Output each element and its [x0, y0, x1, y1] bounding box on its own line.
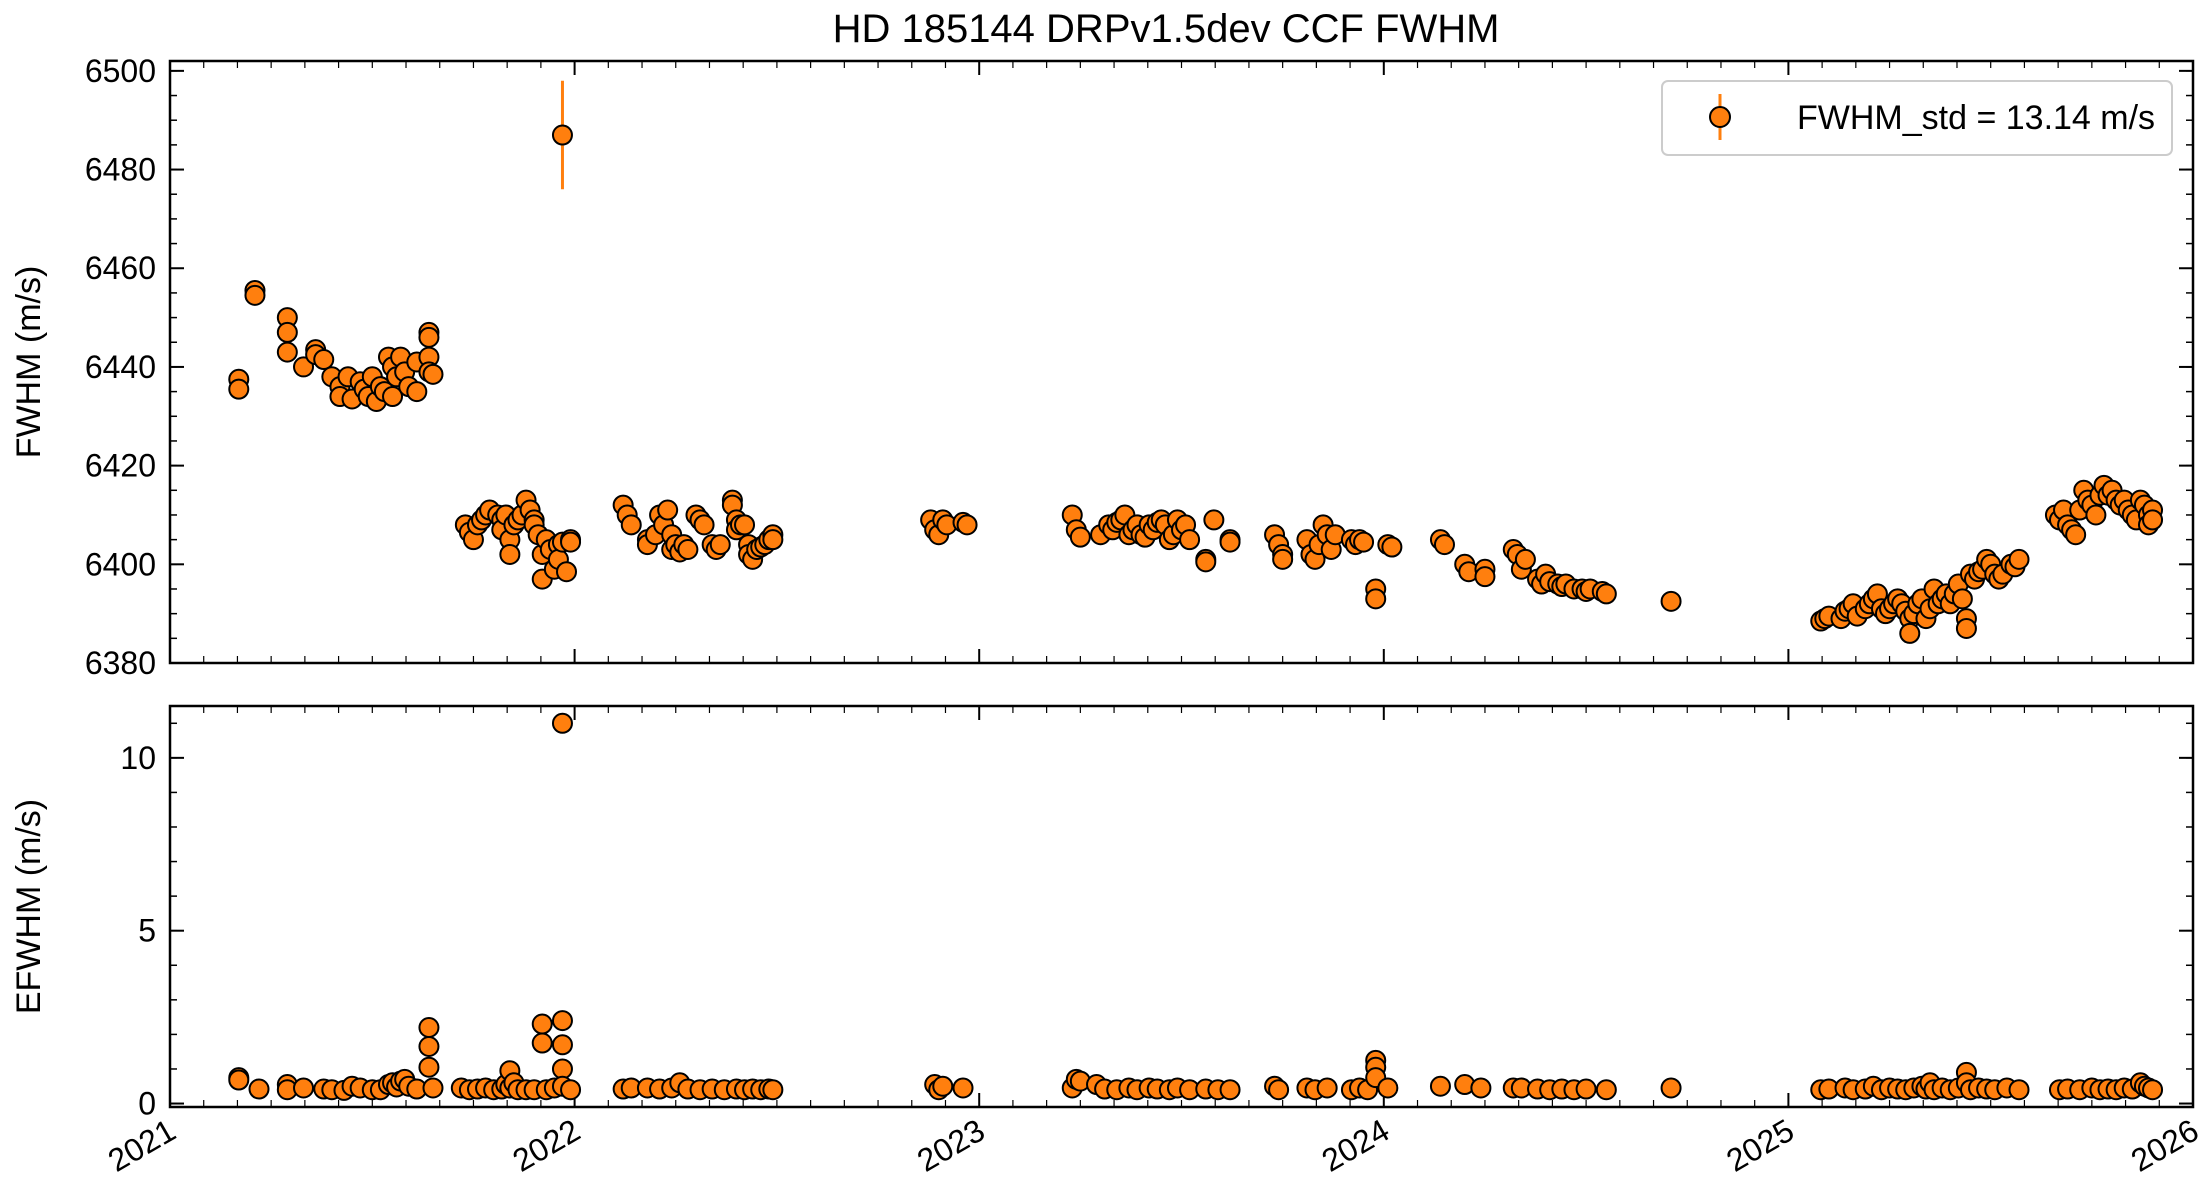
fwhm-data-point: [228, 378, 250, 400]
fwhm-data-point: [418, 326, 440, 348]
fwhm-ytick-label: 6480: [85, 152, 156, 188]
efwhm-data-point: [1377, 1077, 1399, 1099]
fwhm-data-point: [1951, 588, 1973, 610]
fwhm-data-point: [1899, 622, 1921, 644]
efwhm-data-point: [1429, 1075, 1451, 1097]
fwhm-data-point: [1433, 534, 1455, 556]
xtick-label: 2026: [2125, 1112, 2200, 1179]
xtick-label: 2023: [911, 1112, 991, 1179]
fwhm-ytick-label: 6380: [85, 645, 156, 681]
fwhm-ylabel: FWHM (m/s): [10, 266, 48, 459]
efwhm-data-point: [1660, 1077, 1682, 1099]
efwhm-data-point: [551, 1010, 573, 1032]
efwhm-data-point: [932, 1075, 954, 1097]
fwhm-data-point: [734, 514, 756, 536]
fwhm-data-point: [677, 539, 699, 561]
fwhm-data-point: [1474, 566, 1496, 588]
fwhm-data-point: [762, 529, 784, 551]
efwhm-data-point: [1316, 1077, 1338, 1099]
fwhm-data-point: [556, 561, 578, 583]
legend-label: FWHM_std = 13.14 m/s: [1797, 99, 2155, 137]
efwhm-data-point: [1470, 1077, 1492, 1099]
fwhm-ytick-label: 6400: [85, 546, 156, 582]
fwhm-data-point: [1219, 531, 1241, 553]
chart-title: HD 185144 DRPv1.5dev CCF FWHM: [833, 7, 1500, 51]
legend-marker: [1709, 106, 1731, 128]
fwhm-data-point: [382, 386, 404, 408]
efwhm-data-point: [762, 1079, 784, 1101]
efwhm-data-point: [560, 1079, 582, 1101]
fwhm-data-point: [1272, 548, 1294, 570]
fwhm-data-point: [1365, 588, 1387, 610]
x-axis: 2021 2022 2023 2024 2025 2026: [102, 1112, 2200, 1179]
efwhm-data-point: [418, 1056, 440, 1078]
efwhm-plot-frame: [168, 704, 2195, 1109]
fwhm-data-point: [2142, 509, 2164, 531]
efwhm-ytick-label: 0: [138, 1086, 156, 1122]
efwhm-data-point: [1595, 1079, 1617, 1101]
fwhm-data-point: [1660, 590, 1682, 612]
xtick-label: 2024: [1316, 1112, 1396, 1179]
efwhm-data-point: [551, 1034, 573, 1056]
xtick-label: 2025: [1720, 1112, 1800, 1179]
efwhm-ylabel: EFWHM (m/s): [10, 799, 48, 1014]
efwhm-data-point: [952, 1077, 974, 1099]
fwhm-data-point: [620, 514, 642, 536]
fwhm-data-point: [560, 531, 582, 553]
xtick-label: 2022: [506, 1112, 586, 1179]
fwhm-data-point: [1353, 531, 1375, 553]
fwhm-data-point: [1514, 548, 1536, 570]
fwhm-data-point: [1381, 536, 1403, 558]
fwhm-ytick-label: 6460: [85, 250, 156, 286]
fwhm-data-point: [313, 349, 335, 371]
fwhm-data-point: [1195, 551, 1217, 573]
fwhm-data-point: [1069, 526, 1091, 548]
efwhm-data-point: [418, 1016, 440, 1038]
fwhm-data-point: [276, 341, 298, 363]
fwhm-data-point: [551, 124, 573, 146]
efwhm-panel: 0 5 10 EFWHM (m/s): [10, 704, 2195, 1122]
legend-box: [1661, 80, 2173, 156]
fwhm-data-point: [406, 381, 428, 403]
fwhm-data-point: [657, 499, 679, 521]
efwhm-data-point: [1575, 1078, 1597, 1100]
fwhm-data-point: [2065, 524, 2087, 546]
fwhm-data-point: [276, 321, 298, 343]
efwhm-data-point: [1219, 1079, 1241, 1101]
fwhm-data-point: [693, 514, 715, 536]
efwhm-data-point: [228, 1069, 250, 1091]
efwhm-data-point: [293, 1077, 315, 1099]
fwhm-data-point: [956, 514, 978, 536]
fwhm-data-point: [293, 356, 315, 378]
fwhm-data-point: [422, 363, 444, 385]
fwhm-ytick-label: 6500: [85, 53, 156, 89]
fwhm-data-point: [1179, 529, 1201, 551]
fwhm-data-point: [2085, 504, 2107, 526]
xtick-label: 2021: [102, 1112, 182, 1179]
fwhm-data-point: [1595, 583, 1617, 605]
fwhm-ytick-label: 6440: [85, 349, 156, 385]
fwhm-panel: 6380 6400 6420 6440 6460 6480 6500 FWHM (m/s) FW…: [10, 53, 2195, 681]
efwhm-ytick-label: 5: [138, 913, 156, 949]
efwhm-data-point: [2142, 1079, 2164, 1101]
fwhm-data-point: [709, 534, 731, 556]
fwhm-data-point: [244, 284, 266, 306]
efwhm-data-point: [2008, 1079, 2030, 1101]
efwhm-data-point: [551, 1058, 573, 1080]
efwhm-data-point: [531, 1013, 553, 1035]
efwhm-data-point: [531, 1032, 553, 1054]
efwhm-data-point: [248, 1078, 270, 1100]
fwhm-data-point: [1955, 617, 1977, 639]
fwhm-ytick-label: 6420: [85, 448, 156, 484]
efwhm-data-point: [418, 1036, 440, 1058]
fwhm-data-point: [1203, 509, 1225, 531]
fwhm-data-point: [2008, 548, 2030, 570]
efwhm-data-point: [551, 712, 573, 734]
efwhm-data-point: [422, 1077, 444, 1099]
efwhm-ytick-label: 10: [120, 740, 156, 776]
fwhm-data-point: [499, 543, 521, 565]
efwhm-data-point: [1268, 1079, 1290, 1101]
